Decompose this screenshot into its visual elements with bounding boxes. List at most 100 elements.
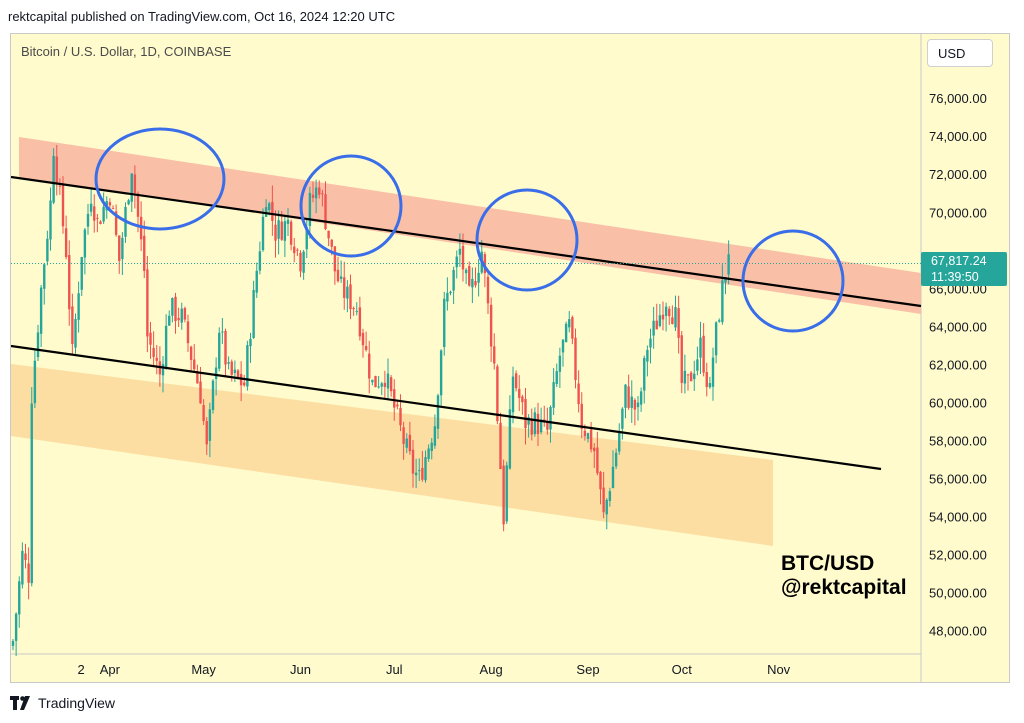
candle-down <box>702 335 705 373</box>
candle-down <box>396 404 399 407</box>
candle-down <box>343 277 346 298</box>
candle-up <box>508 409 512 469</box>
candle-down <box>514 373 518 389</box>
candle-up <box>208 409 212 441</box>
candle-up <box>33 360 37 404</box>
candle-down <box>64 228 68 258</box>
candle-down <box>99 221 102 224</box>
price-tick-label: 56,000.00 <box>929 472 987 487</box>
candle-up <box>246 345 249 387</box>
candle-down <box>483 254 487 274</box>
candle-up <box>568 319 571 328</box>
currency-button[interactable]: USD <box>927 39 993 67</box>
candle-down <box>174 296 177 322</box>
candle-down <box>680 335 683 383</box>
price-tick-label: 52,000.00 <box>929 548 987 563</box>
candle-up <box>446 292 449 302</box>
candle-up <box>727 254 730 275</box>
candle-up <box>83 229 87 258</box>
candle-down <box>374 376 377 388</box>
candle-up <box>505 465 508 522</box>
candle-down <box>689 372 693 382</box>
candle-up <box>218 332 221 369</box>
candle-up <box>458 248 462 255</box>
candle-up <box>211 380 215 410</box>
candle-up <box>455 256 458 268</box>
candle-down <box>177 317 180 321</box>
candle-up <box>305 227 308 250</box>
candle-up <box>718 320 721 322</box>
candle-down <box>318 187 321 195</box>
candle-down <box>402 427 405 444</box>
candle-down <box>661 314 665 320</box>
rejection-circle-3 <box>475 188 579 292</box>
candle-down <box>421 467 424 480</box>
candle-up <box>433 426 437 446</box>
candle-up <box>452 269 455 291</box>
price-tick-label: 60,000.00 <box>929 395 987 410</box>
candle-up <box>646 349 649 362</box>
candle-down <box>146 269 149 337</box>
candle-down <box>58 185 62 187</box>
candle-up <box>130 173 133 202</box>
candle-up <box>643 357 646 391</box>
candle-down <box>596 447 599 474</box>
candle-up <box>46 238 49 262</box>
candle-up <box>664 306 668 316</box>
candle-up <box>558 355 562 372</box>
chart-frame[interactable]: 48,000.00 50,000.00 52,000.00 54,000.00 56,0… <box>10 33 1010 683</box>
candle-down <box>602 487 605 513</box>
candle-down <box>136 193 140 217</box>
candle-down <box>118 235 121 261</box>
candle-up <box>552 382 555 408</box>
candle-down <box>274 224 277 241</box>
candle-up <box>43 264 46 289</box>
candle-down <box>330 239 333 247</box>
candle-up <box>233 369 237 373</box>
candle-up <box>227 362 230 364</box>
candle-up <box>286 219 290 224</box>
price-axis-background <box>921 34 1009 682</box>
candle-up <box>624 384 627 408</box>
chart-watermark: BTC/USD @rektcapital <box>781 552 907 600</box>
candle-up <box>630 396 633 408</box>
candle-down <box>293 246 296 254</box>
candle-up <box>14 613 18 641</box>
candle-down <box>408 434 412 452</box>
candle-down <box>321 193 324 195</box>
candle-up <box>424 457 427 481</box>
symbol-title[interactable]: Bitcoin / U.S. Dollar, 1D, COINBASE <box>21 44 232 59</box>
rejection-circle-4 <box>741 229 845 333</box>
candle-down <box>280 221 283 240</box>
price-tick-label: 76,000.00 <box>929 91 987 106</box>
candle-up <box>261 216 265 251</box>
candle-down <box>296 249 299 251</box>
rejection-circle-2 <box>299 154 403 258</box>
candle-down <box>24 553 27 561</box>
candle-up <box>277 220 280 239</box>
candle-down <box>352 308 355 310</box>
candle-down <box>189 346 193 360</box>
candle-up <box>699 337 702 358</box>
candle-up <box>724 277 727 283</box>
candle-up <box>683 370 687 384</box>
price-chart[interactable]: 48,000.00 50,000.00 52,000.00 54,000.00 56,0… <box>11 34 1010 683</box>
candle-up <box>355 311 358 313</box>
candle-up <box>674 307 677 328</box>
candle-down <box>68 255 71 310</box>
candle-down <box>524 398 527 428</box>
candle-up <box>221 331 224 333</box>
candle-down <box>358 307 362 337</box>
candle-up <box>249 338 252 347</box>
candle-down <box>593 447 596 452</box>
candle-down <box>589 429 593 450</box>
last-price-tag: 67,817.24 11:39:50 <box>921 252 1007 286</box>
price-tick-label: 70,000.00 <box>929 205 987 220</box>
candle-down <box>655 320 658 330</box>
candle-down <box>27 563 30 583</box>
candle-up <box>264 207 268 217</box>
candle-down <box>236 370 240 378</box>
candle-down <box>496 366 499 422</box>
candle-up <box>436 395 440 429</box>
candle-down <box>324 194 327 230</box>
